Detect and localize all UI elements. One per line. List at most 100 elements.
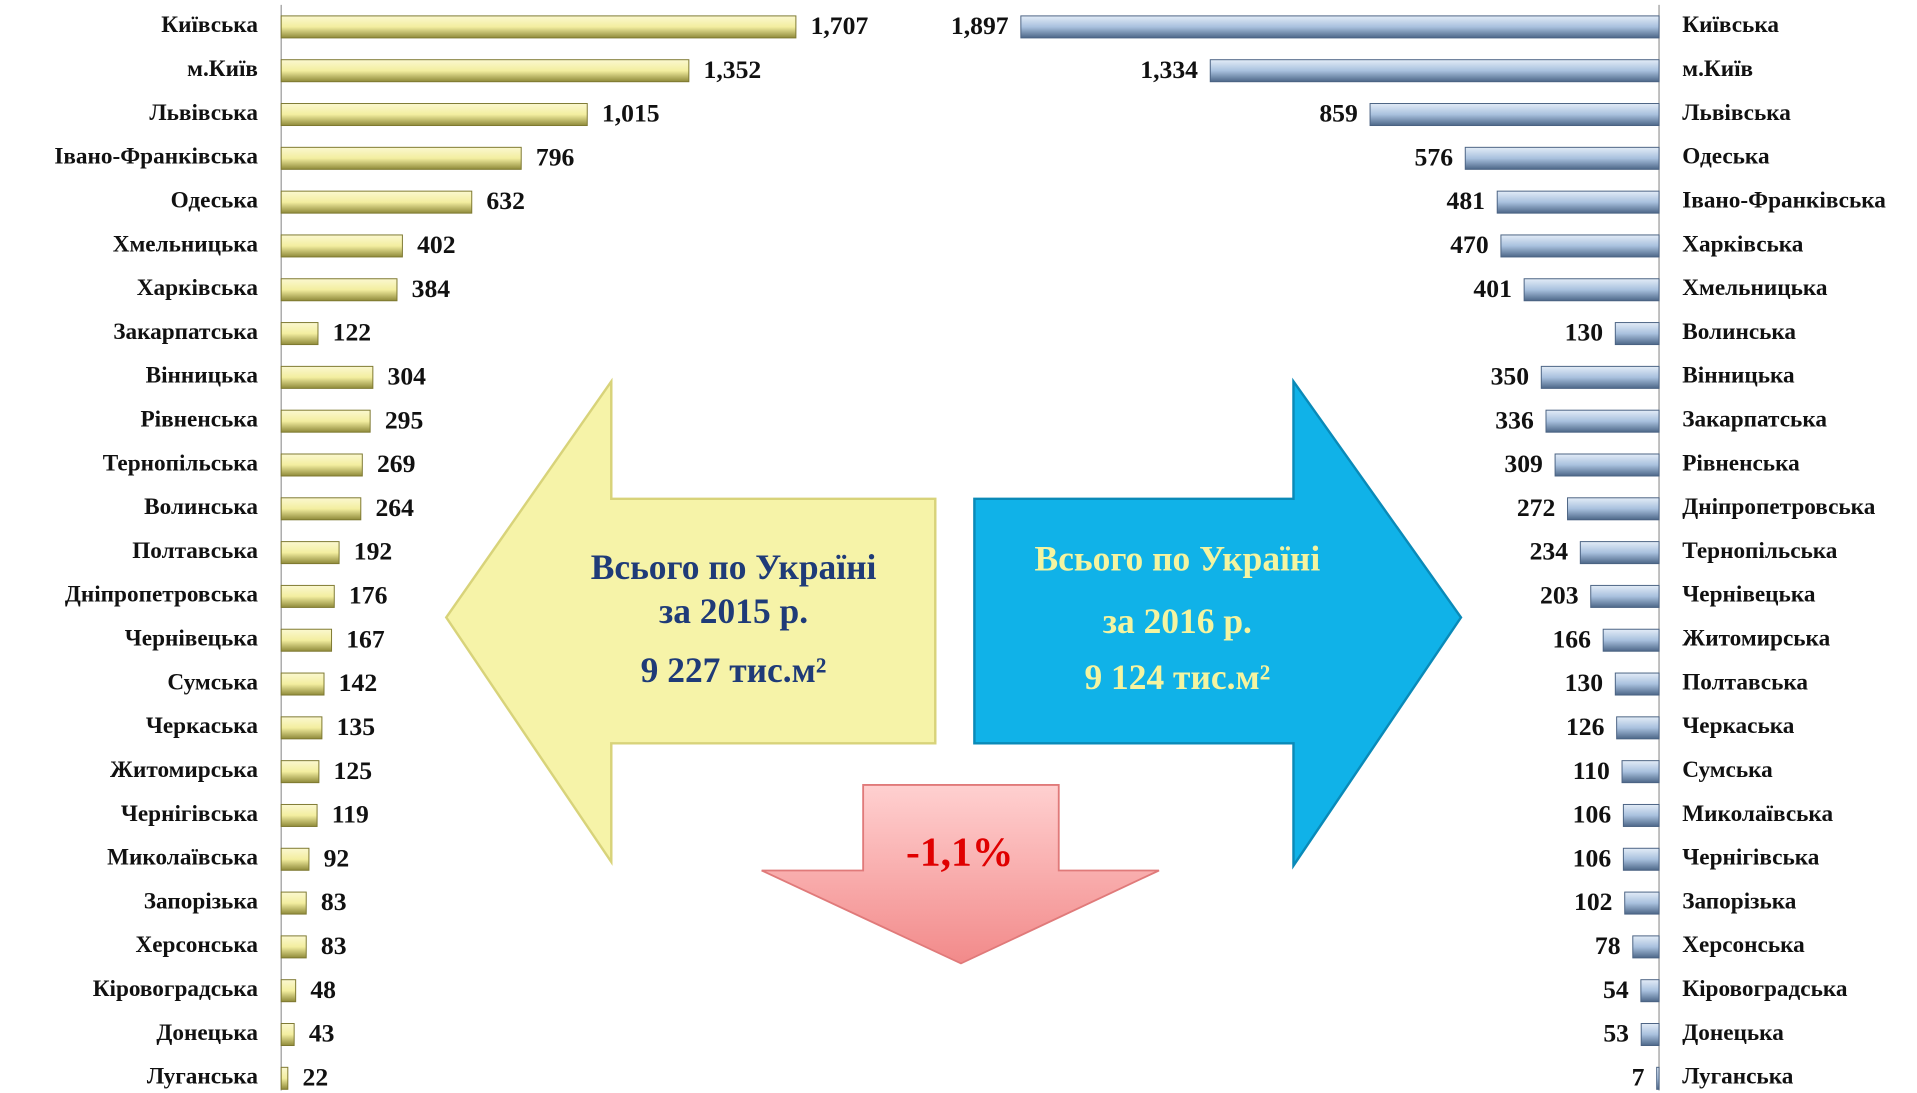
bar bbox=[1602, 628, 1660, 652]
value-label: 43 bbox=[309, 1019, 335, 1048]
value-label: 106 bbox=[1573, 800, 1612, 829]
arrow-left-text: 9 227 тис.м² bbox=[641, 650, 827, 690]
category-label: Закарпатська bbox=[1682, 407, 1827, 433]
arrow-left-text: за 2015 р. bbox=[659, 591, 808, 631]
value-label: 110 bbox=[1573, 756, 1610, 785]
category-label: Волинська bbox=[1682, 319, 1796, 345]
category-label: Донецька bbox=[156, 1020, 258, 1046]
bar bbox=[280, 760, 320, 784]
category-label: Тернопільська bbox=[103, 450, 259, 476]
value-label: 1,897 bbox=[951, 11, 1009, 40]
bar bbox=[280, 59, 690, 83]
value-label: 1,015 bbox=[602, 99, 660, 128]
value-label: 269 bbox=[377, 449, 415, 478]
value-label: 272 bbox=[1517, 493, 1555, 522]
category-label: Рівненська bbox=[140, 407, 258, 433]
value-label: 295 bbox=[385, 405, 423, 434]
arrow-down bbox=[761, 783, 1160, 965]
value-label: 859 bbox=[1319, 99, 1357, 128]
bar bbox=[1554, 453, 1660, 477]
bar bbox=[1624, 891, 1660, 915]
arrow-right-text: за 2016 р. bbox=[1103, 601, 1252, 641]
value-label: 106 bbox=[1573, 843, 1612, 872]
bar bbox=[1632, 935, 1660, 959]
category-label: Чернівецька bbox=[1682, 582, 1816, 608]
category-label: Запорізька bbox=[144, 888, 259, 914]
category-label: Сумська bbox=[167, 669, 258, 695]
change-label: -1,1% bbox=[906, 828, 1013, 874]
value-label: 309 bbox=[1504, 449, 1542, 478]
bar bbox=[280, 1066, 289, 1090]
value-label: 234 bbox=[1530, 537, 1569, 566]
bar bbox=[1540, 365, 1660, 389]
bar bbox=[1209, 59, 1660, 83]
value-label: 166 bbox=[1552, 624, 1591, 653]
category-label: Черкаська bbox=[146, 713, 259, 739]
category-label: Миколаївська bbox=[107, 845, 258, 871]
category-label: Херсонська bbox=[1682, 932, 1805, 958]
value-label: 192 bbox=[354, 537, 392, 566]
category-label: Херсонська bbox=[135, 932, 258, 958]
value-label: 264 bbox=[375, 493, 414, 522]
category-label: Харківська bbox=[137, 275, 259, 301]
value-label: 401 bbox=[1473, 274, 1511, 303]
value-label: 126 bbox=[1566, 712, 1605, 741]
category-label: Донецька bbox=[1682, 1020, 1784, 1046]
category-label: Черкаська bbox=[1682, 713, 1795, 739]
category-label: м.Київ bbox=[187, 56, 258, 82]
value-label: 22 bbox=[302, 1062, 328, 1091]
category-label: Луганська bbox=[147, 1064, 258, 1090]
value-label: 130 bbox=[1565, 318, 1603, 347]
value-label: 119 bbox=[332, 800, 369, 829]
value-label: 1,352 bbox=[704, 55, 762, 84]
value-label: 83 bbox=[321, 887, 347, 916]
bar bbox=[280, 15, 797, 39]
category-label: Тернопільська bbox=[1682, 538, 1838, 564]
category-label: Запорізька bbox=[1682, 888, 1797, 914]
value-label: 1,707 bbox=[811, 11, 869, 40]
category-label: Чернігівська bbox=[121, 801, 259, 827]
bar bbox=[280, 891, 307, 915]
category-label: Житомирська bbox=[110, 757, 258, 783]
bar bbox=[280, 1023, 295, 1047]
category-label: Рівненська bbox=[1682, 450, 1800, 476]
bar bbox=[280, 584, 335, 608]
bar bbox=[1621, 760, 1660, 784]
value-label: 167 bbox=[346, 624, 385, 653]
bar bbox=[280, 716, 323, 740]
bar bbox=[280, 409, 371, 433]
bar bbox=[1614, 672, 1660, 696]
bar bbox=[280, 146, 522, 170]
category-label: Хмельницька bbox=[113, 231, 259, 257]
bar bbox=[280, 497, 362, 521]
bar bbox=[1656, 1066, 1660, 1090]
value-label: 384 bbox=[412, 274, 451, 303]
value-label: 53 bbox=[1603, 1019, 1629, 1048]
bar bbox=[1500, 234, 1660, 258]
arrow-right-text: Всього по Україні bbox=[1035, 539, 1321, 579]
category-label: Луганська bbox=[1682, 1064, 1793, 1090]
bar bbox=[1020, 15, 1660, 39]
bar bbox=[280, 847, 310, 871]
bar bbox=[1369, 103, 1660, 127]
bar bbox=[280, 628, 333, 652]
category-label: Чернівецька bbox=[125, 626, 259, 652]
arrow-right-text: 9 124 тис.м² bbox=[1084, 657, 1270, 697]
bar bbox=[280, 803, 318, 827]
bar bbox=[1523, 278, 1660, 302]
value-label: 142 bbox=[339, 668, 377, 697]
category-label: Полтавська bbox=[1682, 669, 1808, 695]
bar bbox=[280, 103, 588, 127]
category-label: Київська bbox=[1682, 12, 1779, 38]
value-label: 336 bbox=[1495, 405, 1534, 434]
category-label: Хмельницька bbox=[1682, 275, 1828, 301]
value-label: 350 bbox=[1491, 361, 1529, 390]
category-label: Полтавська bbox=[132, 538, 258, 564]
value-label: 130 bbox=[1565, 668, 1603, 697]
category-label: Кіровоградська bbox=[93, 976, 259, 1002]
value-label: 135 bbox=[337, 712, 375, 741]
category-label: Івано-Франківська bbox=[54, 144, 258, 170]
bar bbox=[280, 365, 374, 389]
category-label: Волинська bbox=[144, 494, 258, 520]
